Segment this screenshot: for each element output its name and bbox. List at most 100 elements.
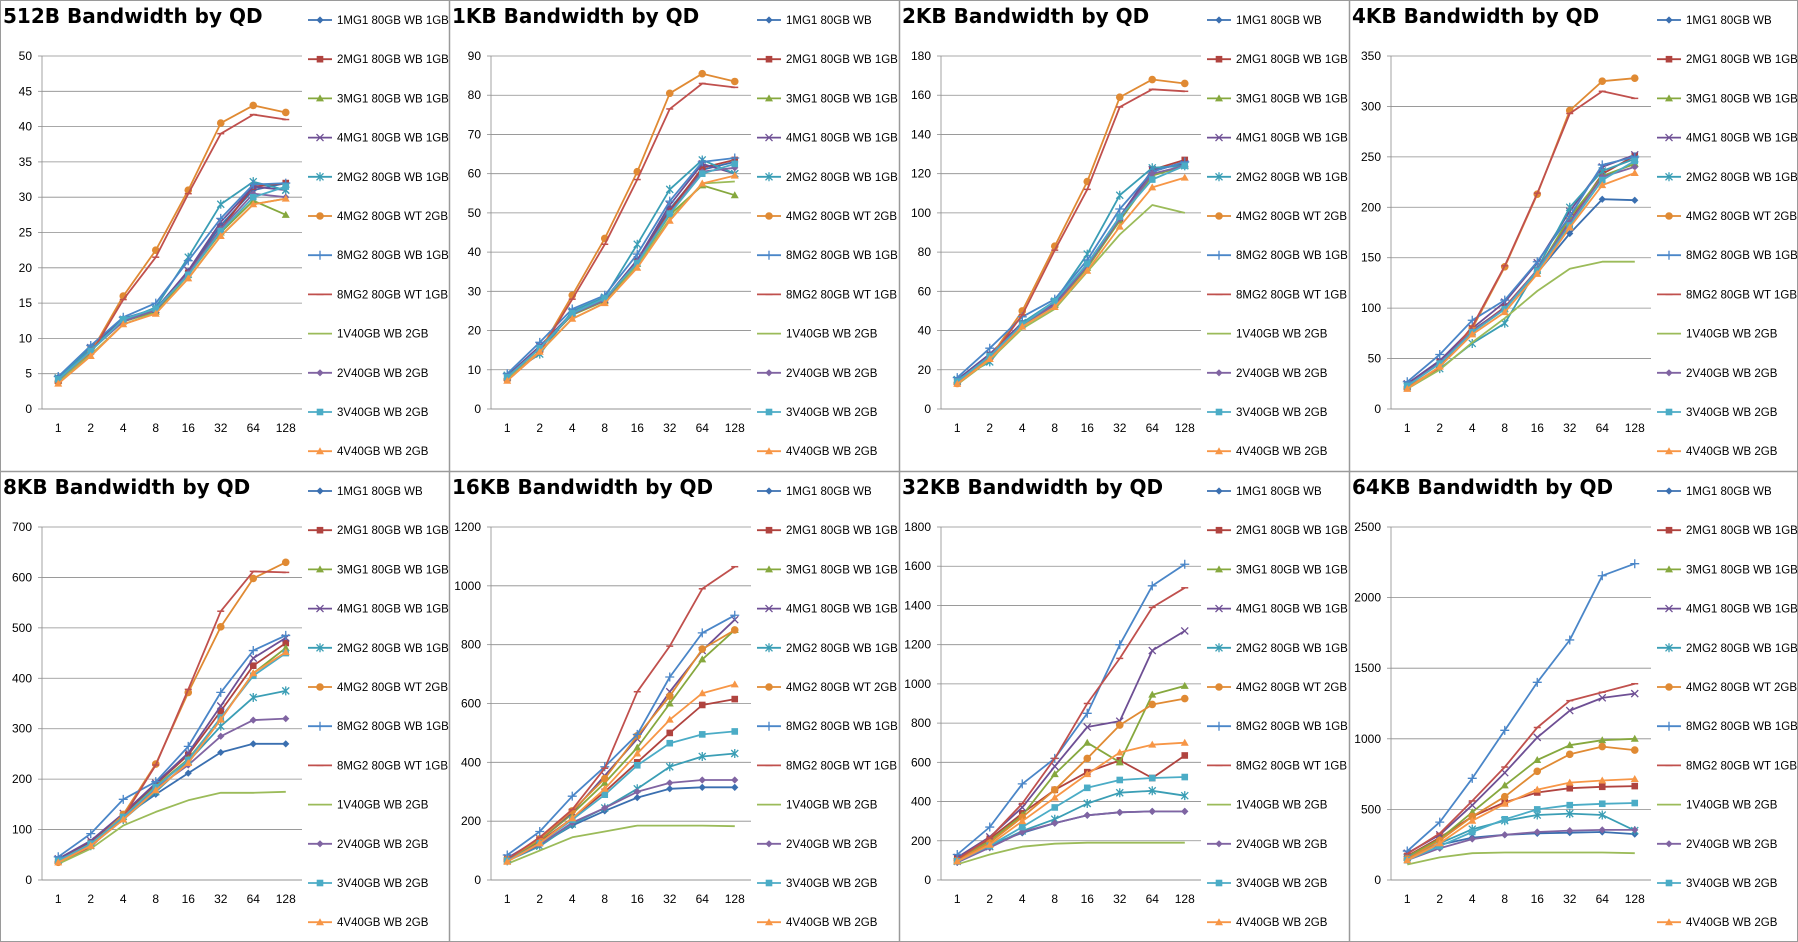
legend-label: 4MG1 80GB WB 1GB [786, 604, 898, 616]
series-point [698, 170, 706, 177]
series-point [87, 347, 95, 355]
y-tick-label: 100 [12, 823, 32, 837]
legend-label: 2V40GB WB 2GB [337, 839, 429, 851]
series-point [1181, 773, 1189, 781]
y-tick-label: 30 [19, 190, 33, 204]
series-line [1406, 160, 1636, 387]
series-point [1180, 626, 1189, 635]
series-line [506, 72, 736, 381]
series-point [601, 791, 609, 798]
series-point [1115, 204, 1125, 214]
series-point [1630, 775, 1639, 783]
series-line [506, 752, 735, 862]
y-tick-label: 15 [19, 296, 33, 310]
series-point [1630, 746, 1639, 754]
x-tick-label: 64 [696, 892, 710, 906]
legend-point [1665, 369, 1673, 377]
series-line [956, 88, 1185, 386]
legend-point [316, 408, 324, 416]
y-tick-label: 0 [25, 402, 32, 416]
legend-label: 3V40GB WB 2GB [337, 878, 429, 890]
y-tick-label: 80 [468, 88, 482, 102]
series-point [1598, 783, 1606, 791]
series-line [956, 164, 1186, 383]
series-point [281, 108, 290, 117]
series-9 [506, 824, 735, 865]
series-point [633, 761, 641, 769]
legend-item: 2V40GB WB 2GB [308, 839, 429, 851]
x-tick-label: 8 [1501, 892, 1508, 906]
series-point [535, 839, 544, 847]
series-line [1406, 562, 1636, 852]
legend-item: 2MG1 80GB WB 1GB [308, 54, 449, 66]
series-line [1406, 153, 1636, 385]
legend-point [316, 16, 324, 24]
legend-point [1215, 565, 1223, 573]
legend-item: 1V40GB WB 2GB [1207, 329, 1328, 341]
series-line [57, 104, 286, 383]
x-tick-label: 1 [1404, 892, 1411, 906]
series-point [1148, 646, 1157, 655]
legend-point [316, 369, 324, 377]
y-tick-label: 40 [918, 324, 932, 338]
legend-point [765, 840, 773, 848]
series-12 [1403, 775, 1639, 864]
legend-point [765, 643, 773, 653]
legend-point [316, 918, 324, 926]
series-point [1180, 791, 1189, 801]
series-line [1406, 812, 1636, 859]
series-point [249, 101, 258, 110]
series-point [1630, 734, 1639, 742]
legend-point [1215, 487, 1223, 495]
series-point [1533, 755, 1542, 763]
series-6 [503, 69, 739, 384]
series-point [216, 715, 225, 723]
series-line [956, 164, 1186, 383]
x-tick-label: 1 [954, 421, 961, 435]
series-12 [953, 173, 1189, 387]
series-point [281, 194, 290, 202]
legend-label: 3MG1 80GB WB 1GB [786, 564, 898, 576]
y-tick-label: 180 [911, 49, 931, 63]
y-tick-label: 1000 [454, 579, 481, 593]
chart-title: 32KB Bandwidth by QD [902, 475, 1163, 499]
series-point [119, 320, 128, 328]
y-tick-label: 800 [911, 716, 931, 730]
series-point [1565, 809, 1574, 819]
legend-label: 3MG1 80GB WB 1GB [1686, 564, 1798, 576]
series-point [731, 160, 739, 168]
series-line [1406, 260, 1635, 390]
legend-point [1665, 643, 1673, 653]
x-tick-label: 2 [87, 421, 94, 435]
legend-item: 4MG2 80GB WT 2GB [757, 682, 897, 694]
series-point [281, 648, 290, 656]
legend-item: 4V40GB WB 2GB [757, 917, 878, 929]
series-point [249, 662, 257, 669]
series-point [54, 858, 63, 866]
series-point [600, 774, 609, 783]
x-tick-label: 16 [182, 421, 196, 435]
x-tick-label: 16 [631, 421, 645, 435]
legend-point [765, 918, 773, 926]
series-point [1116, 213, 1124, 221]
series-point [1500, 295, 1510, 305]
y-tick-label: 1500 [1354, 661, 1381, 675]
series-point [217, 707, 225, 715]
series-point [217, 227, 225, 235]
series-line [1407, 851, 1635, 866]
series-point [1115, 748, 1124, 756]
series-point [1115, 93, 1124, 101]
series-point [86, 841, 95, 849]
legend-item: 4V40GB WB 2GB [1207, 917, 1328, 929]
chart-title: 512B Bandwidth by QD [3, 4, 263, 28]
series-point [730, 626, 739, 634]
series-point [1565, 706, 1574, 715]
legend: 1MG1 80GB WB 2MG1 80GB WB 1GB 3MG1 80GB WB… [1207, 486, 1348, 929]
series-line [506, 82, 735, 382]
legend-label: 8MG2 80GB WB 1GB [1236, 250, 1348, 262]
legend-point [1665, 55, 1673, 63]
y-tick-label: 50 [19, 49, 33, 63]
series-6 [953, 75, 1189, 388]
legend-point [765, 369, 773, 377]
series-point [1500, 799, 1509, 807]
